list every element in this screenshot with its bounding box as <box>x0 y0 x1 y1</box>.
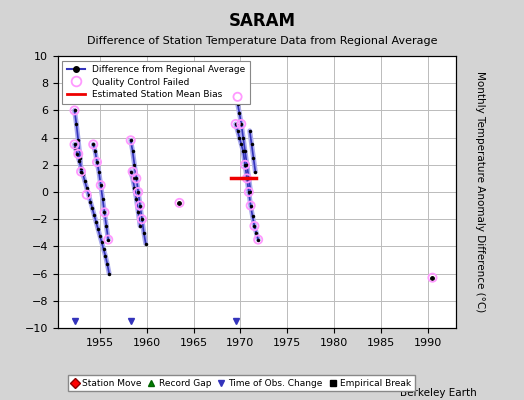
Legend: Difference from Regional Average, Quality Control Failed, Estimated Station Mean: Difference from Regional Average, Qualit… <box>62 60 250 104</box>
Point <box>126 137 135 144</box>
Point <box>175 200 183 206</box>
Point <box>82 192 91 198</box>
Point <box>128 168 137 175</box>
Point <box>237 121 245 127</box>
Text: Berkeley Earth: Berkeley Earth <box>400 388 477 398</box>
Point <box>250 223 259 229</box>
Point <box>77 168 85 175</box>
Point <box>241 162 249 168</box>
Point <box>70 107 79 114</box>
Point <box>132 175 140 182</box>
Point <box>243 175 251 182</box>
Point <box>89 141 97 148</box>
Point <box>233 94 242 100</box>
Point <box>100 209 108 216</box>
Point <box>246 202 255 209</box>
Point <box>245 189 253 195</box>
Point <box>136 202 144 209</box>
Point <box>232 121 240 127</box>
Point <box>104 236 113 243</box>
Text: SARAM: SARAM <box>228 12 296 30</box>
Y-axis label: Monthly Temperature Anomaly Difference (°C): Monthly Temperature Anomaly Difference (… <box>475 71 485 313</box>
Point <box>93 159 101 165</box>
Legend: Station Move, Record Gap, Time of Obs. Change, Empirical Break: Station Move, Record Gap, Time of Obs. C… <box>68 375 414 392</box>
Point <box>74 151 82 157</box>
Point <box>138 216 146 222</box>
Text: Difference of Station Temperature Data from Regional Average: Difference of Station Temperature Data f… <box>87 36 437 46</box>
Point <box>428 274 436 281</box>
Point <box>70 141 79 148</box>
Point <box>254 236 263 243</box>
Point <box>96 182 105 188</box>
Point <box>134 189 143 195</box>
